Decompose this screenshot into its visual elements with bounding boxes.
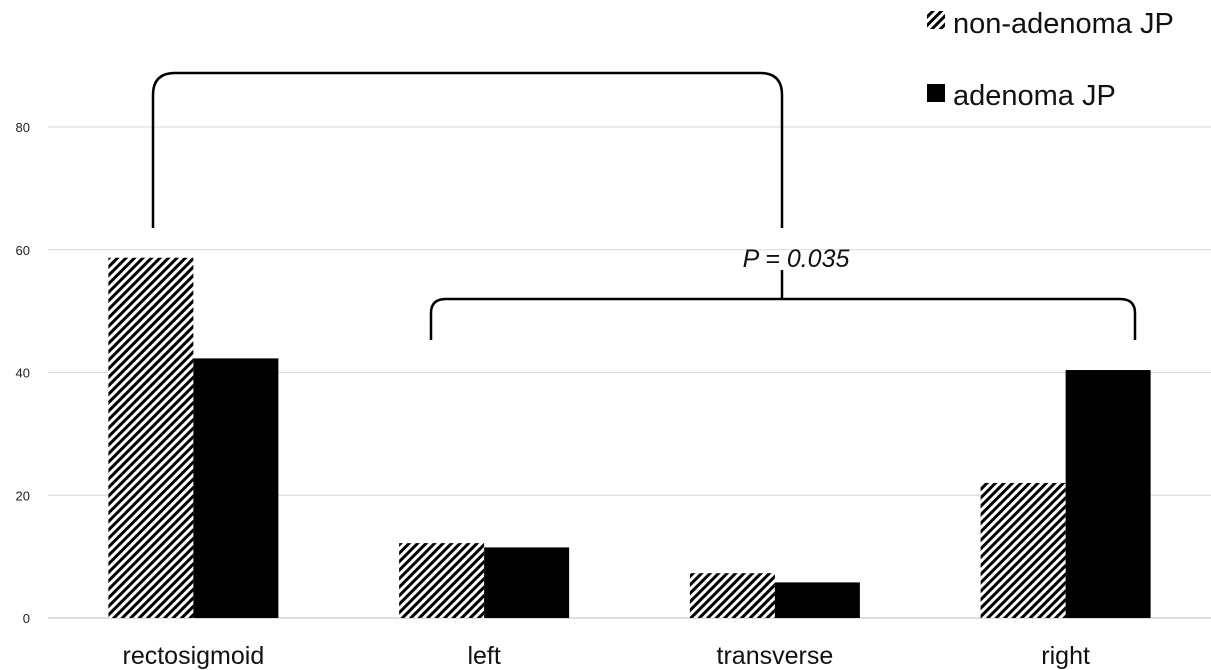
y-tick-label: 40 [16, 366, 30, 381]
legend-label-adenoma-jp: adenoma JP [953, 80, 1116, 112]
bar-non-adenoma-jp-left [399, 543, 485, 618]
y-tick-label: 20 [16, 488, 30, 503]
x-category-label-rectosigmoid: rectosigmoid [123, 642, 265, 670]
bar-adenoma-jp-transverse [774, 582, 860, 618]
significance-brackets: P = 0.035 [151, 71, 1137, 340]
bar-adenoma-jp-left [484, 547, 570, 618]
x-category-label-left: left [467, 642, 500, 670]
legend-label-non-adenoma-jp: non-adenoma JP [953, 8, 1174, 40]
y-axis-tick-labels: 0 20 40 60 80 [16, 120, 30, 626]
bar-adenoma-jp-right [1065, 370, 1151, 618]
bars [108, 257, 1151, 618]
bottom-bracket [429, 297, 1137, 340]
x-category-label-transverse: transverse [717, 642, 834, 670]
top-bracket [151, 71, 784, 228]
bar-non-adenoma-jp-transverse [689, 573, 775, 618]
y-tick-label: 60 [16, 243, 30, 258]
y-tick-label: 80 [16, 120, 30, 135]
legend: non-adenoma JP adenoma JP [927, 8, 1174, 112]
legend-swatch-adenoma-jp [927, 84, 945, 102]
x-category-label-right: right [1041, 642, 1090, 670]
bar-non-adenoma-jp-rectosigmoid [108, 257, 194, 618]
legend-swatch-non-adenoma-jp [927, 11, 945, 29]
x-axis-category-labels: rectosigmoid left transverse right [123, 642, 1090, 670]
bar-adenoma-jp-rectosigmoid [193, 358, 279, 618]
bar-non-adenoma-jp-right [980, 482, 1066, 618]
p-value-annotation: P = 0.035 [743, 245, 850, 273]
y-tick-label: 0 [23, 611, 30, 626]
